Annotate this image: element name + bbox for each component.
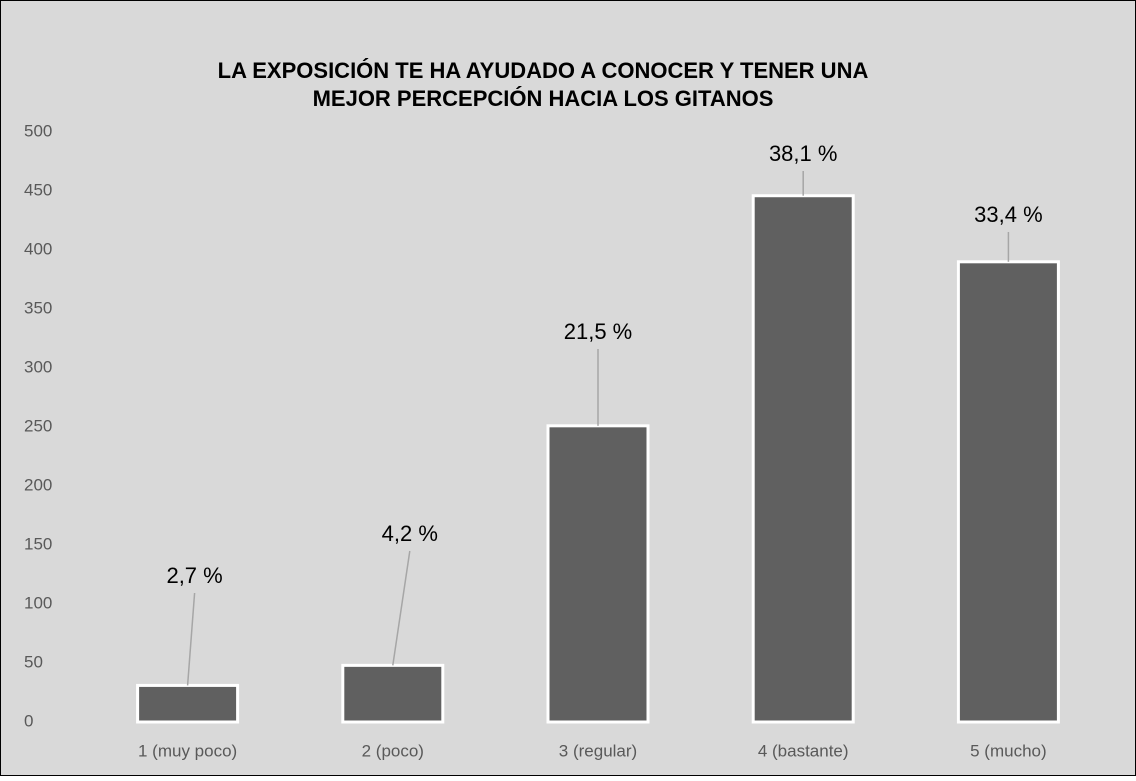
data-label: 38,1 % — [769, 141, 838, 166]
data-label: 33,4 % — [974, 202, 1043, 227]
y-tick-label: 350 — [24, 298, 52, 317]
leader-line — [186, 592, 196, 686]
chart-title: LA EXPOSICIÓN TE HA AYUDADO A CONOCER Y … — [218, 58, 869, 83]
y-tick-label: 400 — [24, 239, 52, 258]
data-label: 21,5 % — [564, 319, 633, 344]
y-tick-label: 50 — [24, 652, 43, 671]
bar — [751, 194, 855, 724]
y-tick-label: 100 — [24, 593, 52, 612]
x-tick-label: 2 (poco) — [362, 741, 424, 760]
y-tick-label: 150 — [24, 534, 52, 553]
data-label: 2,7 % — [166, 563, 222, 588]
y-tick-label: 0 — [24, 711, 33, 730]
chart-title: MEJOR PERCEPCIÓN HACIA LOS GITANOS — [313, 86, 774, 111]
y-tick-label: 300 — [24, 357, 52, 376]
bar — [136, 683, 240, 724]
bar — [546, 424, 650, 724]
y-tick-label: 500 — [24, 121, 52, 140]
x-tick-label: 5 (mucho) — [970, 741, 1047, 760]
y-tick-label: 450 — [24, 180, 52, 199]
data-label: 4,2 % — [382, 521, 438, 546]
bar — [956, 260, 1060, 724]
leader-line — [392, 550, 411, 666]
y-tick-label: 200 — [24, 475, 52, 494]
x-tick-label: 4 (bastante) — [758, 741, 849, 760]
bar — [341, 663, 445, 724]
x-tick-label: 3 (regular) — [559, 741, 637, 760]
y-tick-label: 250 — [24, 416, 52, 435]
x-tick-label: 1 (muy poco) — [138, 741, 237, 760]
